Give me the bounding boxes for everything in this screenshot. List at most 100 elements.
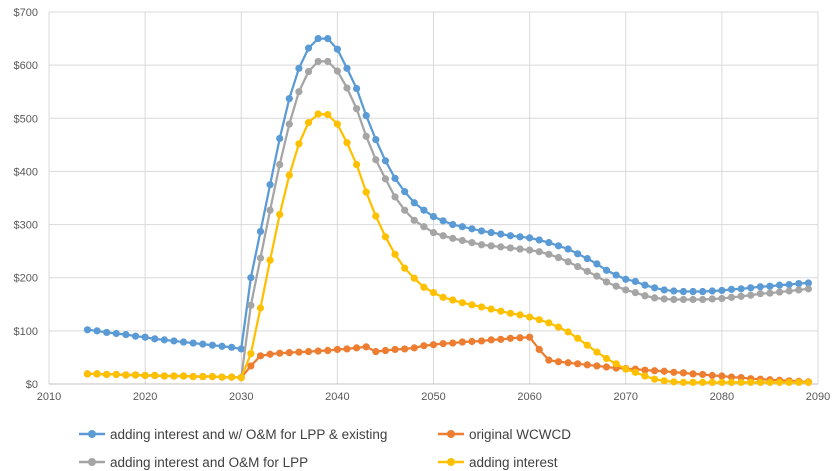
data-point: [103, 370, 111, 379]
data-point: [660, 367, 668, 375]
data-point: [429, 341, 438, 349]
legend-item: adding interest: [438, 455, 558, 470]
x-tick-label: 2040: [325, 391, 349, 403]
data-point: [170, 337, 178, 345]
data-point: [295, 64, 303, 72]
data-point: [333, 67, 341, 75]
data-point: [602, 354, 611, 363]
data-point: [766, 378, 774, 387]
data-point: [804, 378, 812, 387]
data-point: [237, 345, 245, 353]
data-point: [458, 299, 466, 307]
data-point: [708, 287, 716, 295]
data-point: [276, 134, 284, 143]
data-point: [622, 275, 630, 283]
data-point: [497, 307, 505, 315]
data-point: [256, 304, 265, 312]
gridlines: [48, 11, 819, 385]
data-point: [602, 278, 611, 286]
data-point: [689, 295, 697, 304]
data-point: [602, 266, 611, 274]
data-point: [304, 118, 313, 127]
legend-label: adding interest and O&M for LPP: [110, 455, 308, 470]
data-point: [756, 290, 764, 298]
series-1: [83, 34, 812, 353]
data-point: [612, 282, 620, 290]
data-point: [353, 105, 361, 113]
legend-item: original WCWCD: [438, 427, 571, 442]
data-point: [564, 245, 572, 253]
data-point: [727, 293, 736, 301]
data-point: [545, 356, 553, 364]
data-point: [189, 372, 197, 381]
data-point: [256, 254, 265, 262]
data-point: [83, 370, 92, 378]
data-point: [526, 313, 534, 321]
data-point: [708, 378, 716, 387]
data-point: [699, 295, 707, 304]
data-point: [343, 345, 351, 353]
data-point: [804, 285, 812, 293]
data-point: [324, 57, 332, 66]
data-point: [122, 371, 130, 379]
data-point: [545, 239, 553, 247]
data-point: [602, 363, 611, 371]
data-point: [381, 346, 390, 355]
data-point: [179, 372, 188, 380]
data-point: [477, 227, 486, 235]
data-point: [266, 350, 274, 358]
data-point: [151, 371, 159, 380]
data-point: [353, 344, 361, 352]
data-point: [324, 110, 332, 119]
data-point: [439, 217, 447, 225]
data-point: [516, 334, 524, 342]
data-point: [679, 287, 688, 296]
data-point: [295, 140, 303, 148]
data-point: [468, 225, 476, 233]
data-point: [689, 287, 697, 296]
data-point: [670, 287, 678, 295]
y-tick-label: $0: [26, 379, 38, 391]
data-point: [554, 323, 563, 331]
data-point: [449, 339, 457, 347]
y-tick-label: $600: [14, 60, 38, 72]
data-point: [795, 378, 803, 387]
data-point: [718, 378, 726, 387]
data-point: [449, 296, 457, 304]
data-point: [516, 311, 524, 319]
data-point: [420, 206, 428, 214]
data-point: [526, 234, 534, 242]
data-point: [324, 34, 332, 43]
data-point: [641, 372, 649, 380]
data-point: [458, 236, 466, 245]
data-point: [439, 340, 447, 348]
data-point: [439, 293, 447, 301]
data-point: [506, 244, 514, 252]
data-point: [554, 242, 563, 250]
data-point: [314, 34, 322, 43]
data-point: [612, 271, 620, 279]
data-point: [506, 232, 514, 240]
data-point: [362, 112, 370, 120]
series-line: [87, 112, 809, 384]
data-point: [670, 368, 678, 376]
data-point: [650, 284, 659, 292]
data-point: [775, 288, 784, 296]
data-point: [545, 250, 553, 258]
data-point: [593, 260, 601, 268]
x-tick-label: 2070: [614, 391, 638, 403]
data-point: [593, 348, 601, 356]
data-point: [506, 309, 514, 317]
data-point: [468, 239, 476, 247]
data-point: [583, 361, 591, 369]
data-point: [699, 370, 707, 379]
data-point: [535, 345, 543, 354]
data-point: [103, 328, 111, 337]
data-point: [650, 294, 659, 302]
data-point: [410, 344, 418, 352]
data-point: [564, 328, 572, 336]
data-point: [314, 57, 322, 66]
data-point: [535, 316, 543, 324]
data-point: [247, 362, 255, 370]
y-tick-label: $500: [14, 113, 38, 125]
